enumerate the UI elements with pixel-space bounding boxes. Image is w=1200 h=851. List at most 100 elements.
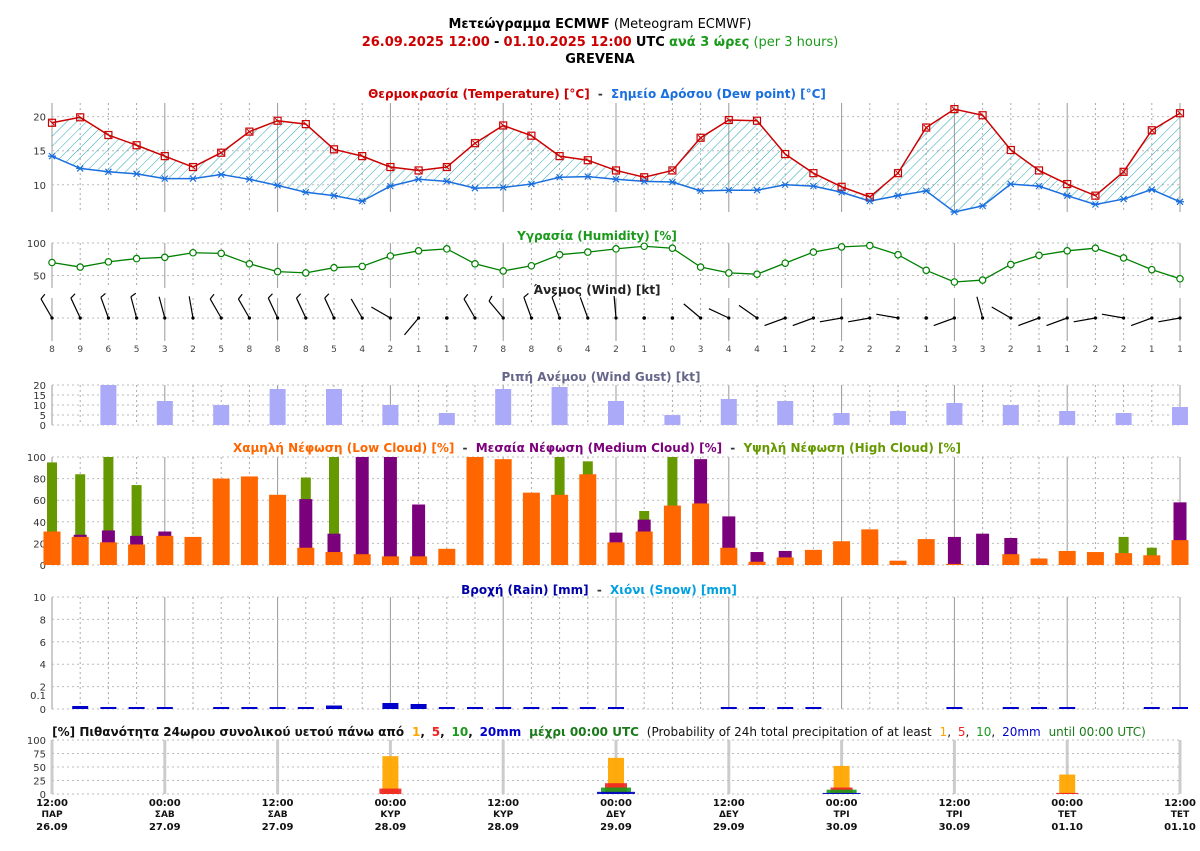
wind-barb-origin bbox=[1065, 316, 1069, 320]
prob-c3: , bbox=[468, 725, 473, 739]
temperature-point bbox=[245, 127, 254, 136]
gust-tick-label: 10 bbox=[33, 401, 46, 412]
dewpoint-point bbox=[76, 164, 85, 172]
location-name: GREVENA bbox=[565, 52, 635, 67]
wind-barb bbox=[350, 298, 363, 319]
dewpoint-point bbox=[471, 184, 479, 192]
humidity-point bbox=[414, 247, 423, 255]
high-cloud-bar bbox=[103, 457, 114, 565]
wind-speed-label: 2 bbox=[1121, 345, 1127, 355]
time-label: 12:00 bbox=[262, 798, 294, 809]
wind-barb-origin bbox=[1150, 316, 1154, 320]
wind-barb-origin bbox=[388, 316, 392, 320]
low-cloud-bar bbox=[607, 542, 625, 565]
gust-bar bbox=[1059, 411, 1076, 425]
humidity-point bbox=[1176, 274, 1184, 283]
prob-en-t10: 10 bbox=[976, 725, 991, 739]
wind-barb bbox=[792, 317, 814, 327]
wind-barb-origin bbox=[219, 316, 223, 320]
prob-en-t20: 20mm bbox=[1002, 725, 1041, 739]
wind-barb-origin bbox=[247, 316, 251, 320]
low-cloud-bar bbox=[889, 560, 907, 565]
temperature-point bbox=[301, 120, 310, 129]
temperature-point-mark bbox=[754, 117, 760, 124]
dewpoint-point bbox=[555, 173, 564, 181]
temperature-point bbox=[273, 116, 282, 125]
wind-barb-origin bbox=[952, 316, 957, 320]
humidity-point bbox=[922, 266, 931, 275]
rain-bar bbox=[326, 705, 342, 709]
rain-bar bbox=[382, 703, 399, 709]
wind-speed-label: 2 bbox=[895, 345, 901, 355]
low-cloud-bar bbox=[945, 563, 963, 565]
temperature-point-mark bbox=[1120, 168, 1127, 175]
wind-speed-label: 1 bbox=[416, 345, 422, 355]
dewpoint-point bbox=[612, 175, 620, 183]
wind-barb bbox=[100, 297, 109, 319]
humidity-point bbox=[1006, 260, 1015, 269]
wind-barb-flag bbox=[40, 293, 46, 300]
temperature-point-mark bbox=[613, 167, 619, 174]
low-cloud-bar bbox=[1002, 554, 1020, 565]
low-cloud-bar bbox=[692, 503, 710, 565]
wind-barb-flag bbox=[237, 293, 243, 300]
humidity-point bbox=[1119, 254, 1128, 262]
temperature-point-mark bbox=[218, 149, 225, 156]
gust-bar bbox=[890, 411, 906, 425]
wind-barb-origin bbox=[276, 316, 280, 320]
dewpoint-point bbox=[809, 182, 818, 190]
date-label: 01.10 bbox=[1051, 822, 1083, 833]
day-label: ΤΡΙ bbox=[834, 810, 850, 820]
temperature-point-mark bbox=[190, 164, 196, 170]
temperature-point bbox=[583, 156, 592, 165]
dewpoint-point bbox=[132, 170, 141, 178]
rain-bar bbox=[438, 707, 455, 709]
gust-bar bbox=[100, 385, 117, 425]
temperature-point-mark bbox=[951, 106, 958, 112]
humidity-point bbox=[555, 250, 564, 259]
temperature-point-mark bbox=[1148, 127, 1155, 134]
high-cloud-bar bbox=[75, 474, 86, 565]
temperature-point-mark bbox=[782, 151, 789, 157]
wind-speed-label: 2 bbox=[1093, 345, 1099, 355]
rain-tick-label: 8 bbox=[40, 615, 46, 626]
date-label: 30.09 bbox=[939, 822, 971, 833]
wind-barb bbox=[403, 317, 420, 336]
humidity-point bbox=[217, 249, 226, 258]
humidity-point bbox=[189, 248, 197, 257]
rain-tick-label: 10 bbox=[33, 593, 46, 604]
wind-speed-label: 9 bbox=[77, 345, 83, 355]
temp-panel-title: Θερμοκρασία (Temperature) [°C] - Σημείο … bbox=[368, 87, 826, 101]
temperature-point bbox=[837, 182, 846, 191]
wind-barb-flag bbox=[100, 292, 106, 298]
gust-bar bbox=[833, 413, 850, 425]
time-label: 00:00 bbox=[149, 798, 181, 809]
low-cloud-bar bbox=[184, 536, 202, 565]
wind-barb bbox=[876, 313, 899, 319]
prob-bar bbox=[1056, 792, 1079, 794]
temperature-point bbox=[76, 113, 85, 122]
wind-speed-label: 2 bbox=[388, 345, 394, 355]
snow-title: Χιόνι (Snow) [mm] bbox=[610, 583, 737, 597]
rain-title: Βροχή (Rain) [mm] bbox=[461, 583, 589, 597]
temperature-point-mark bbox=[1007, 147, 1014, 153]
prob-panel-title: [%] Πιθανότητα 24ωρου συνολικού υετού πά… bbox=[52, 725, 1146, 739]
wind-speed-label: 8 bbox=[247, 345, 253, 355]
wind-barb-flag bbox=[488, 295, 493, 302]
temperature-point-mark bbox=[1092, 192, 1099, 199]
wind-speed-label: 4 bbox=[726, 345, 732, 355]
wind-speed-label: 2 bbox=[867, 345, 873, 355]
wind-barb bbox=[819, 317, 842, 323]
gust-bar bbox=[1115, 413, 1132, 425]
date-label: 27.09 bbox=[149, 822, 181, 833]
temperature-point bbox=[188, 162, 198, 172]
wind-barb bbox=[1101, 313, 1124, 319]
temperature-point-mark bbox=[1064, 181, 1071, 187]
wind-barb-flag bbox=[551, 292, 558, 298]
prob-en-c2: , bbox=[965, 725, 969, 739]
wind-speed-label: 1 bbox=[923, 345, 929, 355]
temperature-point bbox=[781, 149, 790, 159]
wind-barb-origin bbox=[529, 316, 534, 320]
temperature-point bbox=[555, 152, 564, 161]
low-cloud-bar bbox=[297, 547, 315, 565]
